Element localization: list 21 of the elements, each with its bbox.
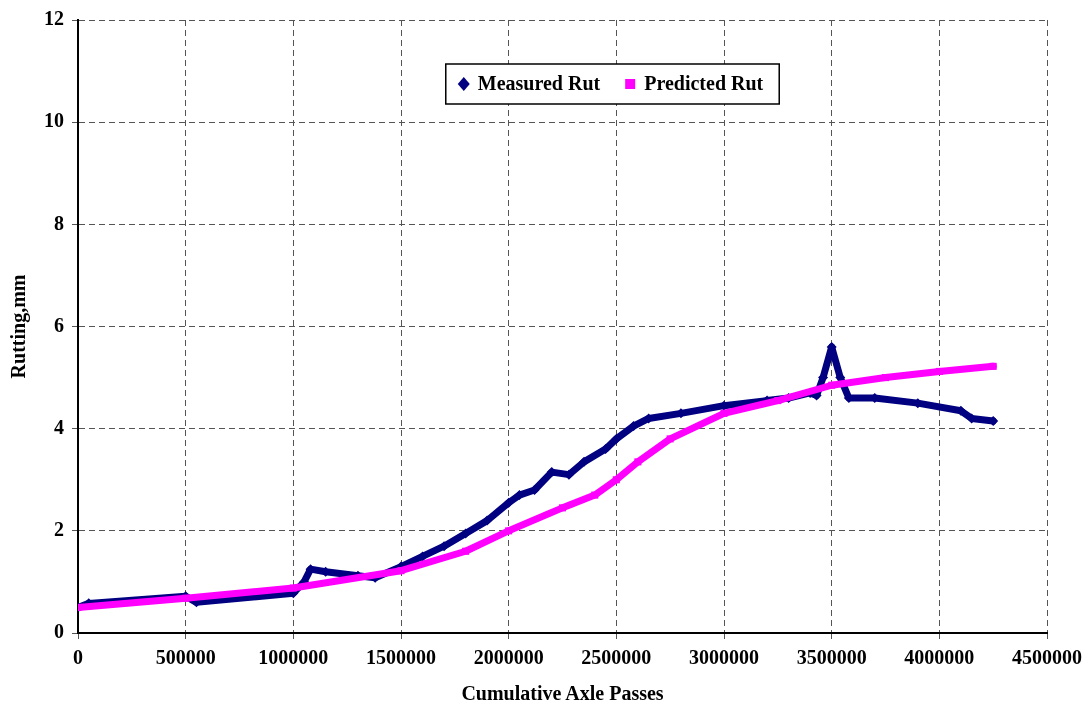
x-tick-label: 1000000 xyxy=(258,646,329,669)
x-tick-label: 3500000 xyxy=(796,646,867,669)
x-tick-label: 4000000 xyxy=(904,646,975,669)
x-axis-title: Cumulative Axle Passes xyxy=(461,682,664,705)
x-tick-label: 500000 xyxy=(155,646,216,669)
y-tick-label: 4 xyxy=(54,415,64,438)
x-tick-label: 2500000 xyxy=(581,646,652,669)
y-tick-label: 2 xyxy=(54,518,64,541)
y-tick-label: 8 xyxy=(54,211,64,234)
y-tick-label: 0 xyxy=(54,620,64,643)
legend-label: Predicted Rut xyxy=(644,72,764,95)
x-tick-label: 1500000 xyxy=(366,646,436,669)
x-tick-label: 3000000 xyxy=(689,646,759,669)
x-tick-label: 0 xyxy=(73,646,83,669)
x-tick-label: 4500000 xyxy=(1012,646,1082,669)
legend-label: Measured Rut xyxy=(477,72,601,95)
y-tick-label: 6 xyxy=(54,313,64,336)
x-tick-label: 2000000 xyxy=(473,646,544,669)
y-tick-label: 12 xyxy=(44,7,64,30)
y-tick-label: 10 xyxy=(44,109,64,132)
y-axis-title: Rutting,mm xyxy=(7,274,31,379)
